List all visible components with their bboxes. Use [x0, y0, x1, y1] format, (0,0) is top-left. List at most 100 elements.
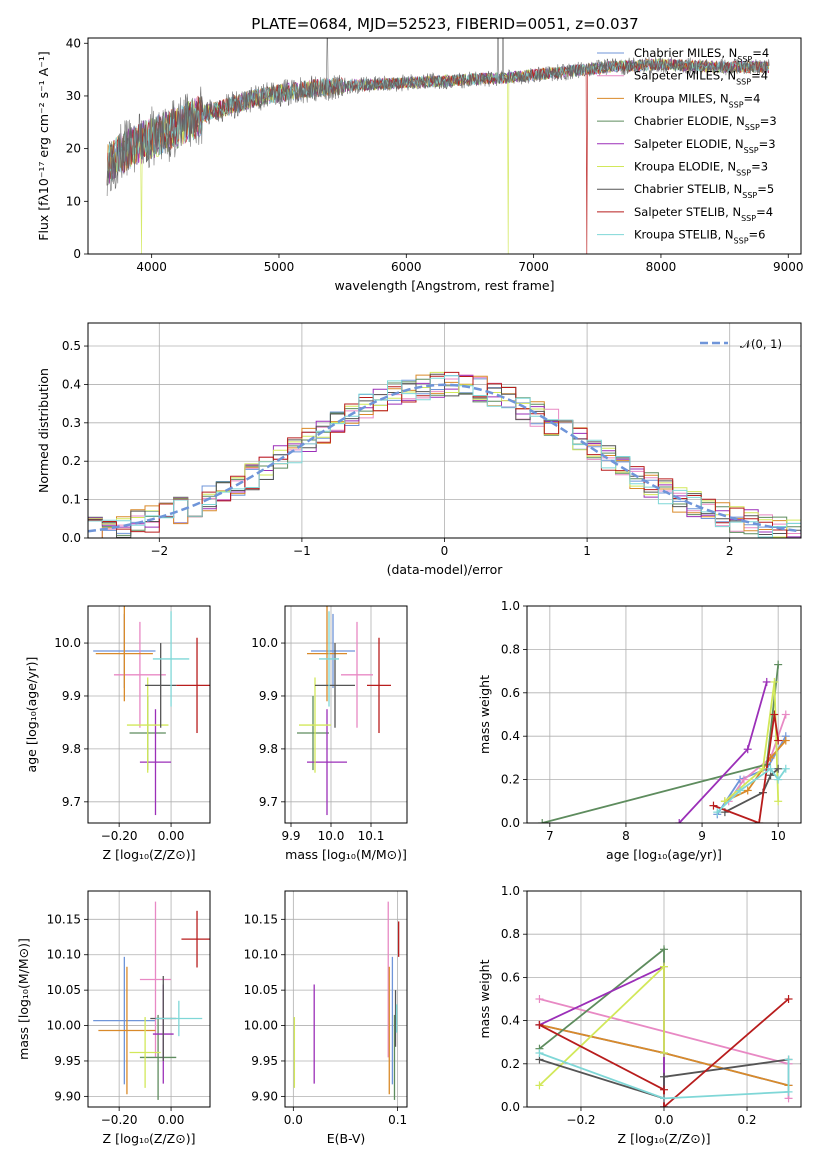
y-tick-label: 0.0	[501, 1100, 520, 1114]
legend-label: Kroupa MILES, NSSP=4	[634, 91, 760, 109]
legend-suffix: =3	[759, 137, 776, 151]
x-tick-label: 9	[698, 829, 706, 843]
error-bars	[293, 901, 400, 1100]
y-tick-label: 0.0	[62, 531, 81, 545]
y-tick-label: 0.0	[501, 816, 520, 830]
y-tick-label: 0.5	[62, 339, 81, 353]
y-tick-label: 10.05	[47, 983, 81, 997]
y-tick-label: 9.90	[54, 1089, 81, 1103]
y-tick-label: 0.4	[501, 1014, 520, 1028]
chart-weight-vs-z: −0.2 0.0 0.2 0.0 0.2 0.4 0.6 0.8 1.0 Z [log₁₀(Z/Z…	[477, 884, 802, 1146]
y-tick-label: 9.8	[62, 742, 81, 756]
legend-subscript: SSP	[742, 191, 757, 200]
spectrum-model-line	[106, 59, 770, 254]
legend-suffix: =4	[756, 205, 773, 219]
x-axis-label: Z [log₁₀(Z/Z⊙)]	[103, 1131, 196, 1146]
y-tick-label: 10.15	[47, 912, 81, 926]
axes-frame	[284, 605, 408, 824]
legend-label: Kroupa STELIB, NSSP=6	[634, 228, 765, 246]
y-tick-label: 10.0	[251, 636, 278, 650]
x-axis-label: age [log₁₀(age/yr)]	[606, 847, 722, 862]
y-tick-label: 0.6	[501, 970, 520, 984]
y-tick-label: 9.7	[259, 795, 278, 809]
axes-frame	[87, 890, 211, 1108]
x-tick-label: 10.0	[318, 829, 345, 843]
y-tick-label: 0.2	[62, 454, 81, 468]
x-axis-label: Z [log₁₀(Z/Z⊙)]	[103, 847, 196, 862]
legend-subscript: SSP	[741, 213, 756, 222]
x-tick-label: 5000	[264, 260, 295, 274]
y-tick-label: 40	[66, 36, 81, 50]
legend-label: Kroupa ELODIE, NSSP=3	[634, 160, 768, 178]
x-tick-label: −1	[293, 544, 311, 558]
y-tick-label: 0.8	[501, 927, 520, 941]
y-axis-label: mass weight	[477, 959, 492, 1038]
weight-series-line	[724, 739, 787, 803]
legend-label: Salpeter MILES, NSSP=4	[634, 69, 768, 87]
chart-residuals: −2 −1 0 1 2 0.0 0.1 0.2 0.3 0.4 0.5 (data-model)/er…	[36, 322, 802, 577]
chart-weight-vs-age: 7 8 9 10 0.0 0.2 0.4 0.6 0.8 1.0 age [log₁₀(age/yr…	[477, 599, 802, 862]
y-tick-label: 0.8	[501, 642, 520, 656]
legend-label: Chabrier STELIB, NSSP=5	[634, 182, 774, 200]
x-tick-label: 2	[726, 544, 734, 558]
y-axis-label: Normed distribution	[36, 368, 51, 493]
x-tick-label: 0.0	[284, 1113, 303, 1127]
axes-frame	[526, 890, 802, 1108]
x-tick-label: 9000	[773, 260, 804, 274]
x-tick-label: −0.20	[101, 829, 138, 843]
legend-label: Salpeter STELIB, NSSP=4	[634, 205, 773, 223]
legend-suffix: =6	[749, 228, 766, 242]
legend-subscript: SSP	[736, 77, 751, 86]
x-tick-label: 8000	[646, 260, 677, 274]
weight-series-line	[539, 1052, 790, 1100]
y-axis-label: mass [log₁₀(M/M⊙)]	[16, 938, 31, 1060]
y-tick-label: 10.00	[244, 1019, 278, 1033]
weight-series-line	[538, 947, 665, 1107]
y-tick-label: 1.0	[501, 884, 520, 898]
y-tick-label: 0.3	[62, 416, 81, 430]
x-tick-label: 7000	[518, 260, 549, 274]
axes-frame	[87, 37, 802, 255]
y-tick-label: 0.2	[501, 773, 520, 787]
weight-series-line	[724, 768, 779, 813]
legend-suffix: =4	[744, 91, 761, 105]
y-tick-label: 9.8	[259, 742, 278, 756]
histogram-lines	[88, 371, 801, 538]
error-bars	[93, 901, 210, 1100]
x-tick-label: 0.1	[388, 1113, 407, 1127]
x-tick-label: 0.0	[654, 1113, 673, 1127]
legend-suffix: =4	[752, 46, 769, 60]
legend-subscript: SSP	[734, 236, 749, 245]
legend-suffix: =3	[760, 114, 777, 128]
y-axis-label: age [log₁₀(age/yr)]	[24, 657, 39, 773]
y-tick-label: 10.00	[47, 1019, 81, 1033]
x-tick-label: 0.00	[158, 1113, 185, 1127]
spectrum-lines	[106, 38, 770, 254]
y-tick-label: 9.95	[251, 1054, 278, 1068]
y-tick-label: 10	[66, 194, 81, 208]
y-tick-label: 10.10	[47, 948, 81, 962]
error-bars	[93, 606, 210, 816]
x-tick-label: 9.9	[281, 829, 300, 843]
x-tick-label: 0.00	[158, 829, 185, 843]
legend-suffix: =5	[757, 182, 774, 196]
x-tick-label: 10	[771, 829, 786, 843]
y-tick-label: 0.6	[501, 686, 520, 700]
x-axis-label: (data-model)/error	[387, 562, 504, 577]
y-tick-label: 9.90	[251, 1089, 278, 1103]
x-tick-label: 4000	[136, 260, 167, 274]
legend-suffix: =4	[751, 69, 768, 83]
spectrum-model-line	[106, 58, 770, 254]
y-tick-label: 9.9	[62, 689, 81, 703]
x-tick-label: −0.20	[101, 1113, 138, 1127]
figure-title: PLATE=0684, MJD=52523, FIBERID=0051, z=0…	[251, 15, 638, 33]
y-tick-label: 0.2	[501, 1057, 520, 1071]
y-tick-label: 10.10	[244, 948, 278, 962]
y-tick-label: 10.0	[54, 636, 81, 650]
legend-subscript: SSP	[745, 123, 760, 132]
weight-series-line	[541, 664, 780, 823]
y-tick-label: 9.7	[62, 795, 81, 809]
y-tick-label: 0.4	[501, 729, 520, 743]
axes-frame	[87, 605, 211, 824]
y-tick-label: 9.9	[259, 689, 278, 703]
